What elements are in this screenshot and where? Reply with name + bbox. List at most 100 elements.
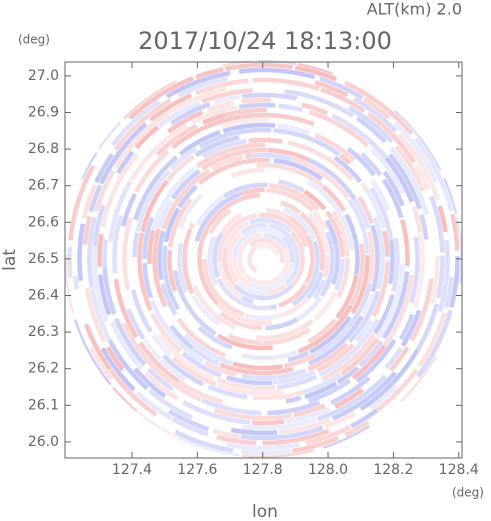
echo-cell — [222, 248, 236, 286]
echo-cell — [183, 333, 233, 366]
echo-cell — [346, 147, 376, 177]
echo-cell — [195, 67, 224, 80]
echo-cell — [254, 90, 281, 91]
echo-cell — [230, 427, 278, 436]
echo-cell — [177, 184, 198, 209]
echo-cell — [347, 198, 370, 255]
echo-cell — [122, 216, 134, 291]
echo-cell — [279, 296, 310, 318]
echo-cell — [437, 205, 448, 233]
echo-cell — [134, 149, 170, 193]
echo-cell — [344, 80, 414, 136]
echo-cell — [96, 153, 115, 179]
echo-cell — [88, 184, 103, 213]
echo-cell — [81, 184, 98, 220]
echo-cell — [444, 276, 454, 308]
x-tick-label: 127.6 — [177, 462, 217, 478]
echo-cell — [258, 212, 308, 248]
x-tick-label: 128.4 — [439, 462, 479, 478]
echo-cell — [84, 287, 107, 343]
echo-cell — [227, 232, 242, 284]
echo-cell — [241, 97, 271, 104]
echo-cell — [113, 111, 171, 169]
echo-cell — [370, 179, 391, 212]
echo-cell — [347, 105, 394, 144]
echo-cell — [67, 246, 73, 279]
y-tick-label: 26.4 — [28, 288, 59, 304]
echo-cell — [255, 242, 280, 256]
echo-cell — [278, 103, 304, 113]
echo-cell — [129, 123, 189, 182]
echo-cell — [308, 109, 370, 148]
echo-cell — [263, 327, 311, 346]
echo-cell — [339, 153, 352, 165]
echo-cell — [116, 150, 135, 175]
y-axis-label: lat — [0, 249, 20, 271]
echo-cell — [171, 114, 242, 150]
radar-field — [64, 60, 463, 458]
echo-cell — [369, 147, 405, 195]
echo-cell — [308, 315, 364, 366]
echo-cell — [161, 168, 211, 230]
echo-cell — [333, 387, 364, 409]
echo-cell — [241, 349, 299, 361]
echo-cell — [147, 367, 174, 392]
echo-cell — [135, 169, 171, 233]
echo-cell — [213, 94, 241, 105]
echo-cell — [321, 184, 347, 212]
echo-cell — [168, 86, 227, 115]
echo-cell — [133, 367, 167, 399]
echo-cell — [278, 417, 331, 435]
echo-cell — [278, 179, 305, 193]
echo-cell — [255, 319, 314, 341]
echo-cell — [291, 240, 320, 307]
echo-cell — [314, 133, 356, 162]
echo-cell — [347, 283, 372, 328]
echo-cell — [332, 371, 398, 421]
chart-title: 2017/10/24 18:13:00 — [138, 27, 392, 55]
echo-cell — [215, 434, 257, 446]
echo-cell — [202, 139, 247, 159]
echo-cell — [284, 352, 317, 369]
echo-cell — [73, 276, 80, 290]
echo-cell — [351, 252, 353, 278]
echo-cell — [132, 232, 140, 258]
echo-cell — [384, 156, 414, 203]
echo-cell — [262, 255, 277, 273]
echo-cell — [398, 313, 415, 341]
echo-cell — [244, 153, 252, 159]
echo-cell — [156, 199, 174, 229]
echo-cell — [371, 260, 390, 317]
plot-frame — [64, 61, 463, 459]
echo-cell — [169, 324, 195, 351]
echo-cell — [240, 425, 324, 441]
echo-cell — [92, 246, 109, 323]
echo-cell — [99, 122, 148, 185]
echo-cell — [92, 204, 106, 247]
echo-cell — [227, 333, 263, 346]
echo-cell — [147, 388, 194, 420]
echo-cell — [159, 358, 186, 382]
echo-cell — [313, 291, 338, 321]
echo-cell — [450, 213, 460, 251]
echo-cell — [357, 195, 374, 225]
echo-cell — [219, 213, 243, 235]
echo-cell — [97, 233, 104, 267]
echo-cell — [263, 232, 287, 250]
echo-cell — [304, 234, 315, 285]
echo-cell — [331, 210, 350, 257]
echo-cell — [202, 113, 226, 125]
echo-cell — [293, 403, 326, 418]
echo-cell — [267, 400, 321, 416]
echo-cell — [312, 210, 329, 231]
echo-cell — [273, 158, 324, 181]
echo-cell — [277, 123, 311, 136]
echo-cell — [232, 361, 283, 371]
echo-cell — [307, 157, 357, 201]
echo-cell — [200, 192, 261, 240]
echo-cell — [400, 309, 422, 347]
echo-cell — [316, 343, 355, 373]
echo-cell — [316, 374, 388, 422]
echo-cell — [82, 215, 92, 245]
echo-cell — [195, 194, 225, 226]
